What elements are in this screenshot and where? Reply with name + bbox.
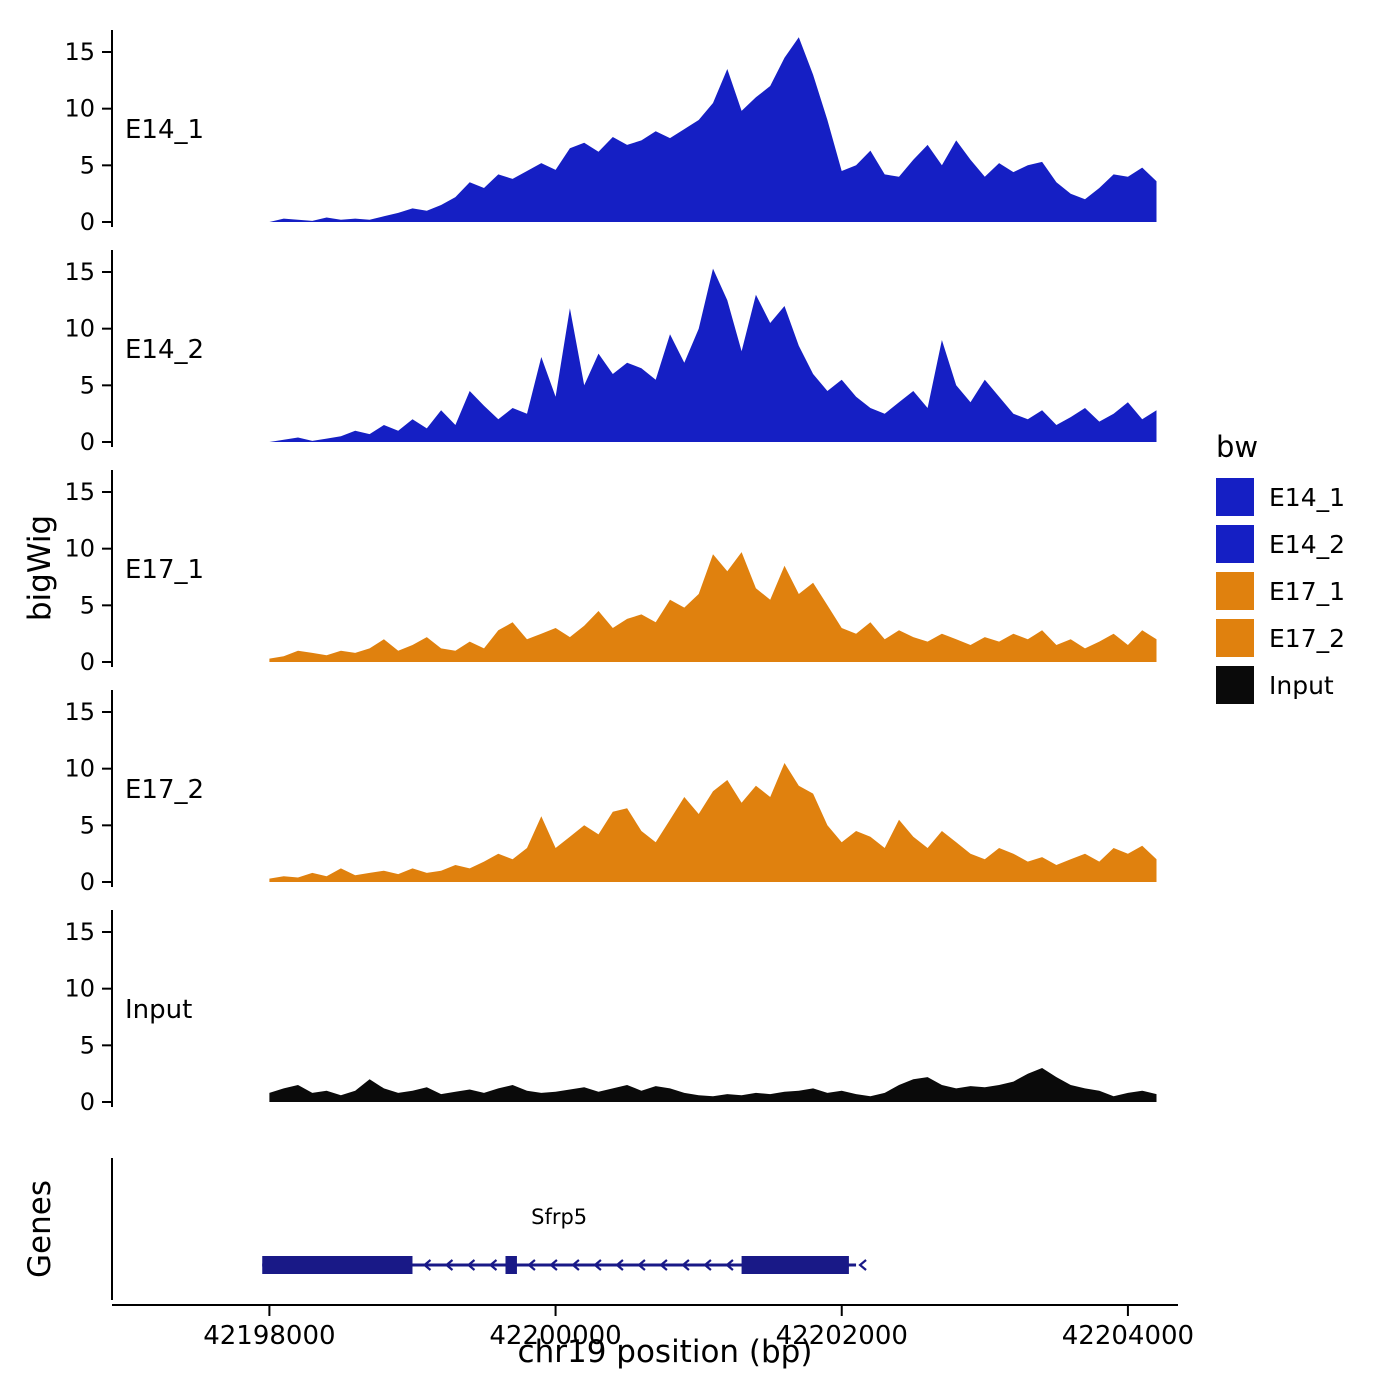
legend-key-label: E17_2 <box>1269 623 1346 653</box>
gene-exon <box>741 1256 849 1274</box>
legend-key-label: E14_1 <box>1269 482 1346 512</box>
gene-strand-arrow <box>858 1259 867 1271</box>
x-tick-label: 42198000 <box>203 1321 335 1351</box>
y-axis-title: bigWig <box>22 514 58 622</box>
y-tick-label: 0 <box>80 868 95 896</box>
legend-key-label: E14_2 <box>1269 529 1346 559</box>
y-tick-label: 15 <box>64 38 95 66</box>
gene-strand-arrow <box>681 1259 690 1271</box>
y-tick-label: 5 <box>80 151 95 179</box>
y-tick-label: 5 <box>80 371 95 399</box>
x-tick-label: 42200000 <box>489 1321 621 1351</box>
y-tick-label: 10 <box>64 975 95 1003</box>
legend-key-label: E17_1 <box>1269 576 1346 606</box>
area-E17_1 <box>269 552 1157 662</box>
legend-entry-E14_1: E14_1 <box>1216 478 1345 516</box>
y-tick-label: 10 <box>64 95 95 123</box>
legend-swatch-Input <box>1216 666 1254 704</box>
y-tick-label: 15 <box>64 918 95 946</box>
track-label-Input: Input <box>125 995 192 1025</box>
y-tick-label: 10 <box>64 315 95 343</box>
legend-key-label: Input <box>1269 670 1334 700</box>
legend-entry-E17_1: E17_1 <box>1216 572 1345 610</box>
x-tick-label: 42202000 <box>776 1321 908 1351</box>
gene-strand-arrow <box>466 1259 476 1271</box>
legend-swatch-E14_1 <box>1216 478 1254 516</box>
legend-title: bw <box>1216 430 1259 464</box>
y-tick-label: 0 <box>80 208 95 236</box>
y-tick-label: 5 <box>80 811 95 839</box>
y-tick-label: 15 <box>64 698 95 726</box>
legend-swatch-E17_2 <box>1216 619 1254 657</box>
y-tick-label: 15 <box>64 478 95 506</box>
genes-axis-title: Genes <box>22 1180 58 1278</box>
gene-strand-arrow <box>593 1259 602 1271</box>
gene-strand-arrow <box>571 1259 580 1271</box>
gene-strand-arrow <box>549 1259 558 1271</box>
y-tick-label: 10 <box>64 755 95 783</box>
y-tick-label: 5 <box>80 1031 95 1059</box>
track-label-E17_2: E17_2 <box>125 775 204 805</box>
y-tick-label: 0 <box>80 1088 95 1116</box>
legend-entry-Input: Input <box>1216 666 1345 704</box>
legend-swatch-E17_1 <box>1216 572 1254 610</box>
legend-entry-E17_2: E17_2 <box>1216 619 1345 657</box>
legend-entries: E14_1 E14_2 E17_1 E17_2 Input <box>1216 478 1345 704</box>
legend-swatch-E14_2 <box>1216 525 1254 563</box>
gene-strand-arrow <box>422 1259 432 1271</box>
area-Input <box>269 1068 1157 1102</box>
gene-strand-arrow <box>615 1259 624 1271</box>
x-tick-label: 42204000 <box>1062 1321 1194 1351</box>
y-tick-label: 0 <box>80 428 95 456</box>
gene-strand-arrow <box>637 1259 646 1271</box>
gene-strand-arrow <box>527 1259 536 1271</box>
y-tick-label: 5 <box>80 591 95 619</box>
track-label-E14_2: E14_2 <box>125 335 204 365</box>
area-E14_1 <box>269 37 1157 222</box>
gene-strand-arrow <box>488 1259 498 1271</box>
gene-strand-arrow <box>703 1259 712 1271</box>
gene-exon <box>262 1256 413 1274</box>
legend: bw E14_1 E14_2 E17_1 E17_2 Input <box>1216 430 1345 713</box>
gene-strand-arrow <box>659 1259 668 1271</box>
gene-label: Sfrp5 <box>531 1205 587 1229</box>
area-E14_2 <box>269 268 1157 442</box>
gene-exon <box>505 1256 517 1274</box>
track-label-E14_1: E14_1 <box>125 115 204 145</box>
y-tick-label: 15 <box>64 258 95 286</box>
legend-entry-E14_2: E14_2 <box>1216 525 1345 563</box>
gene-strand-arrow <box>725 1259 734 1271</box>
area-E17_2 <box>269 763 1157 882</box>
y-tick-label: 0 <box>80 648 95 676</box>
track-label-E17_1: E17_1 <box>125 555 204 585</box>
y-tick-label: 10 <box>64 535 95 563</box>
x-axis-title: chr19 position (bp) <box>517 1334 813 1370</box>
gene-strand-arrow <box>444 1259 454 1271</box>
